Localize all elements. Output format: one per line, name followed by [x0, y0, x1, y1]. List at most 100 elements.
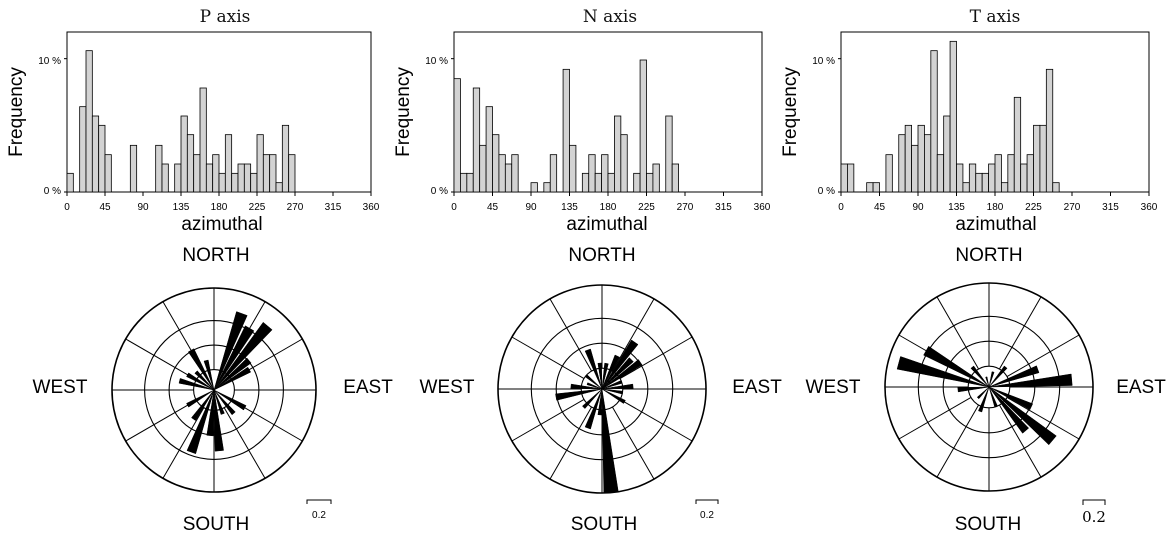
petal — [988, 386, 1030, 434]
y-tick-label: 0 % — [431, 186, 448, 197]
petal — [957, 386, 990, 393]
bar — [885, 154, 893, 193]
petal — [601, 354, 620, 390]
bar — [104, 154, 112, 193]
bar — [243, 163, 252, 193]
bar — [962, 182, 970, 193]
bar — [930, 50, 938, 193]
petal — [988, 386, 998, 408]
x-tick-label: 45 — [874, 202, 886, 213]
x-tick-label: 225 — [249, 202, 266, 213]
grid-spoke — [125, 399, 197, 442]
bar — [1039, 124, 1047, 193]
bar — [193, 154, 201, 193]
bars — [840, 40, 1060, 193]
grid-spoke — [998, 404, 1042, 478]
label-west: WEST — [806, 377, 861, 398]
rose-t: NORTH SOUTH WEST EAST 0.2 — [806, 245, 1167, 535]
bar — [250, 172, 258, 193]
bar — [652, 163, 660, 193]
bar — [530, 182, 538, 193]
grid-spoke — [511, 336, 585, 380]
petal — [597, 388, 603, 416]
bar — [872, 182, 880, 193]
bar — [904, 124, 912, 193]
bar — [988, 163, 996, 193]
petal — [213, 389, 224, 452]
x-tick-label: 135 — [948, 202, 965, 213]
petal — [584, 374, 603, 390]
scale-label: 0.2 — [312, 510, 326, 521]
petal — [194, 370, 215, 391]
bar — [981, 172, 989, 193]
y-axis-label: Frequency — [6, 67, 27, 157]
y-tick-label: 0 % — [818, 186, 835, 197]
grid-spoke — [619, 336, 693, 380]
bar — [66, 172, 74, 193]
bar — [269, 154, 277, 193]
grid-spoke — [162, 407, 205, 479]
x-tick-label: 360 — [363, 202, 380, 213]
bars — [66, 50, 296, 193]
rose-n: NORTH SOUTH WEST EAST 0.2 — [420, 245, 783, 535]
petal — [601, 388, 626, 404]
bar — [924, 134, 932, 193]
bar — [275, 182, 283, 193]
petal — [178, 378, 215, 391]
petal — [213, 389, 247, 411]
x-tick-label: 90 — [912, 202, 924, 213]
bar — [975, 172, 983, 193]
petal — [896, 356, 990, 388]
petal — [555, 388, 603, 401]
rose-p: NORTH SOUTH WEST EAST 0.2 — [33, 245, 394, 535]
petal — [988, 386, 1057, 446]
x-tick-label: 225 — [638, 202, 655, 213]
x-tick-label: 135 — [173, 202, 190, 213]
y-tick-label: 10 % — [425, 56, 448, 67]
histogram-title: N axis — [583, 7, 637, 27]
scale-bar — [695, 499, 719, 504]
bar — [231, 172, 239, 193]
bar — [968, 163, 977, 193]
grid-spoke — [223, 407, 266, 479]
x-ticks — [64, 58, 372, 196]
petal — [923, 345, 990, 388]
petal — [988, 365, 1040, 388]
x-tick-label: 270 — [677, 202, 694, 213]
x-tick-label: 45 — [99, 202, 111, 213]
petal — [601, 362, 609, 390]
x-tick-label: 0 — [451, 202, 457, 213]
bar — [1007, 154, 1015, 193]
x-tick-label: 225 — [1025, 202, 1042, 213]
bar — [205, 163, 214, 193]
petals — [555, 339, 643, 494]
label-south: SOUTH — [183, 514, 250, 535]
label-west: WEST — [33, 377, 88, 398]
label-east: EAST — [732, 377, 782, 398]
y-tick-label: 0 % — [44, 186, 61, 197]
bar — [911, 144, 919, 193]
bar — [479, 144, 487, 193]
bar — [569, 144, 577, 193]
bar — [671, 163, 679, 193]
petal — [213, 311, 248, 391]
petal — [203, 359, 215, 391]
petal — [213, 325, 255, 391]
bar — [1001, 182, 1009, 193]
bar — [614, 115, 622, 193]
petal — [970, 365, 990, 388]
bar — [199, 87, 207, 193]
bar — [1033, 124, 1041, 193]
bar — [840, 163, 848, 193]
grid-spoke — [898, 396, 972, 440]
grid-spoke — [619, 398, 693, 442]
bar — [129, 144, 138, 193]
bar — [453, 78, 461, 193]
petal — [601, 380, 623, 390]
bar — [588, 154, 596, 193]
petal — [976, 386, 990, 400]
bar — [936, 154, 945, 193]
petal — [191, 389, 215, 421]
petal — [988, 371, 995, 388]
